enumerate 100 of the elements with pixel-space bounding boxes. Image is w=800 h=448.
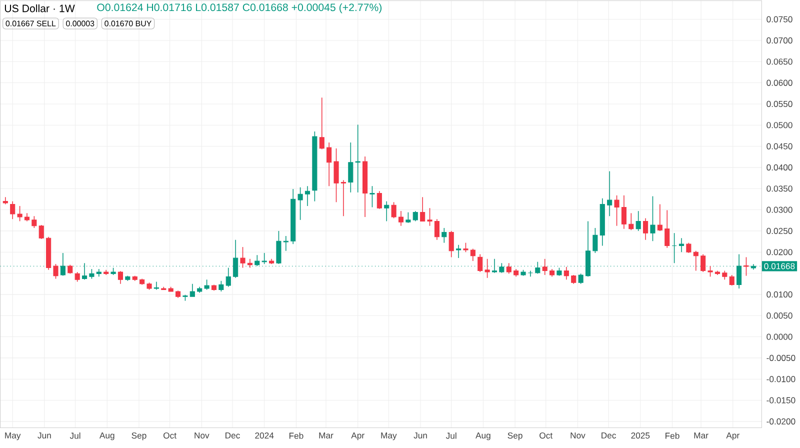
candlestick: [74, 272, 80, 282]
y-tick-label: 0.0700: [766, 38, 792, 44]
candlestick: [636, 210, 641, 232]
y-tick-label: 0.0050: [766, 312, 792, 319]
x-tick-label: Dec: [226, 432, 240, 439]
candlestick: [298, 187, 303, 220]
x-tick-label: Sep: [132, 432, 146, 440]
x-tick-label: May: [5, 432, 21, 440]
y-tick-label: 0.0650: [766, 58, 792, 65]
candlestick: [657, 204, 662, 232]
y-tick-label: 0.0350: [766, 186, 792, 192]
candlestick: [686, 242, 692, 254]
candlestick: [247, 258, 252, 268]
candlestick: [729, 274, 734, 286]
y-tick-label: 0.0500: [766, 122, 792, 128]
candlestick: [406, 212, 411, 224]
y-tick-label: 0.0100: [766, 292, 792, 298]
x-tick-label: Jun: [414, 432, 427, 439]
candlestick: [218, 280, 224, 292]
y-tick-label: 0.0600: [766, 80, 792, 86]
candlestick: [506, 262, 512, 274]
candlestick: [326, 142, 332, 187]
y-tick-label: -0.0150: [766, 397, 796, 404]
y-tick-label: -0.0200: [766, 418, 796, 425]
candlestick: [607, 171, 612, 217]
candlestick: [535, 262, 540, 274]
candlestick: [334, 148, 339, 203]
y-tick-label: 0.0450: [766, 143, 792, 150]
candlestick: [118, 270, 124, 284]
candlestick: [398, 210, 404, 226]
candlestick: [456, 244, 462, 259]
candlestick: [470, 248, 476, 262]
candlestick: [434, 218, 440, 240]
candlestick: [340, 180, 346, 217]
candlestick: [542, 258, 548, 276]
x-tick-label: Sep: [508, 432, 522, 440]
x-tick-label: Oct: [540, 432, 553, 439]
candlestick: [17, 206, 22, 222]
x-tick-label: Jul: [446, 432, 456, 439]
candlestick: [678, 238, 684, 253]
candlestick: [664, 210, 670, 248]
y-tick-label: -0.0050: [766, 355, 796, 362]
candlestick: [226, 268, 231, 288]
candlestick: [262, 252, 267, 265]
candlestick: [370, 186, 375, 208]
candlestick: [204, 279, 210, 290]
candlestick: [528, 270, 533, 278]
x-tick-label: Mar: [694, 432, 708, 439]
candlestick: [53, 264, 58, 280]
x-tick-label: Feb: [289, 432, 304, 439]
candlestick: [621, 195, 626, 230]
x-tick-label: Oct: [164, 432, 176, 439]
candlestick: [154, 281, 159, 290]
candlestick: [38, 224, 44, 240]
candlestick: [478, 254, 483, 273]
x-tick-label: May: [381, 432, 397, 440]
x-tick-label: Apr: [726, 432, 740, 440]
x-tick-label: 2024: [255, 432, 274, 439]
candlestick: [672, 232, 677, 264]
y-tick-label: 0.0750: [766, 16, 792, 22]
x-tick-label: Nov: [570, 432, 586, 439]
candlestick: [240, 246, 246, 268]
candlestick: [319, 97, 324, 150]
candlestick: [355, 124, 360, 193]
y-tick-label: 0.0400: [766, 164, 792, 171]
candlestick: [412, 210, 418, 222]
y-tick-label: 0.0000: [766, 334, 792, 340]
y-tick-label: -0.0100: [766, 376, 796, 382]
x-tick-label: Jun: [38, 432, 51, 439]
candlestick: [420, 196, 426, 222]
candlestick: [427, 208, 432, 226]
candlestick: [276, 230, 282, 265]
y-tick-label: 0.0200: [766, 249, 792, 256]
candlestick: [614, 195, 620, 226]
candlestick: [564, 266, 569, 280]
x-tick-label: Aug: [476, 432, 490, 440]
candlestick: [32, 216, 37, 229]
x-tick-label: Mar: [319, 432, 334, 439]
candlestick: [348, 142, 354, 193]
candlestick: [190, 284, 195, 298]
y-tick-label: 0.0300: [766, 206, 792, 213]
candlestick: [391, 202, 396, 219]
candlestick: [89, 268, 94, 280]
candlestick: [700, 254, 706, 273]
ref-line-label: 0.01668: [764, 263, 795, 270]
candlestick: [650, 196, 656, 242]
candlestick: [708, 266, 713, 278]
candlestick: [10, 201, 16, 220]
candlestick: [384, 201, 390, 222]
x-tick-label: Dec: [602, 432, 616, 439]
candlestick: [643, 218, 648, 240]
candlestick: [484, 258, 490, 278]
candlestick: [463, 242, 468, 253]
candlestick: [442, 228, 447, 244]
chart-title: US Dollar · 1W: [4, 4, 75, 12]
annotation: O0.01624 H0.01716 L0.01587 C0.01668 +0.00045 (+2.77%): [97, 4, 382, 14]
candlestick: [578, 273, 584, 284]
candlestick: [492, 258, 498, 274]
candlestick: [592, 228, 598, 254]
x-tick-label: Apr: [351, 432, 364, 440]
